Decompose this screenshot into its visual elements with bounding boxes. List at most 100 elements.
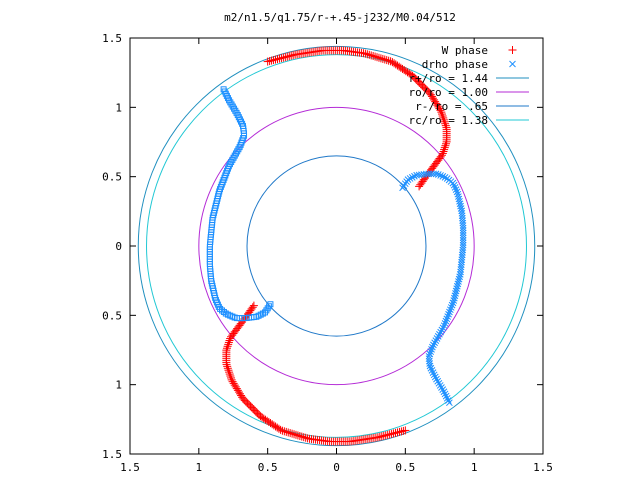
w-phase-point (440, 117, 449, 126)
drho-phase-point (450, 181, 458, 189)
w-phase-point (248, 303, 257, 312)
drho-phase-point (406, 175, 414, 182)
w-phase-point (438, 111, 447, 120)
w-phase-point (393, 61, 402, 70)
w-phase-point (238, 393, 247, 402)
drho-phase-point (427, 364, 435, 372)
w-phase-point (437, 108, 446, 117)
w-phase-point (442, 139, 451, 148)
w-phase-point (382, 56, 391, 65)
w-phase-point (282, 427, 291, 436)
w-phase-point (416, 180, 425, 189)
drho-phase-point (446, 308, 453, 316)
drho-phase-point (459, 222, 467, 229)
w-phase-point (440, 143, 449, 152)
drho-phase-point (459, 239, 467, 247)
w-phase-point (301, 433, 310, 442)
y-tick-label: 0 (115, 240, 122, 253)
drho-phase-point (453, 188, 461, 196)
drho-phase-point (429, 369, 437, 376)
w-phase-point (432, 99, 441, 108)
y-tick-label: 1.5 (102, 448, 122, 461)
w-phase-point (264, 417, 273, 426)
w-phase-point (299, 433, 308, 442)
w-phase-point (263, 416, 272, 425)
legend-label: r-/ro = .65 (415, 100, 488, 113)
drho-phase-point (220, 308, 227, 315)
w-phase-point (284, 428, 293, 437)
x-tick-label: 0.5 (395, 461, 415, 474)
w-phase-point (223, 342, 232, 351)
circle-r1_44 (137, 45, 536, 447)
w-phase-point (223, 364, 232, 373)
drho-phase-point (427, 348, 435, 356)
w-phase-point (363, 50, 372, 59)
w-phase-point (278, 426, 287, 435)
x-tick-label: 1.5 (120, 461, 140, 474)
w-phase-point (225, 336, 234, 345)
w-phase-point (224, 340, 233, 349)
legend-label: ro/ro = 1.00 (409, 86, 488, 99)
drho-phase-point (443, 315, 451, 323)
drho-phase-point (441, 174, 449, 181)
drho-phase-point (459, 234, 467, 242)
w-phase-point (380, 55, 389, 64)
drho-phase-point (430, 371, 438, 379)
drho-phase-point (429, 343, 436, 351)
w-phase-point (435, 104, 444, 113)
w-phase-point (439, 147, 448, 156)
w-phase-point (442, 137, 451, 146)
reference-circles (137, 45, 536, 447)
w-phase-point (226, 372, 235, 381)
drho-phase-point (449, 179, 457, 187)
w-phase-point (224, 338, 233, 347)
w-phase-point (434, 102, 443, 111)
drho-phase-point (220, 86, 227, 93)
w-phase-point (398, 64, 407, 73)
drho-phase-point (408, 173, 416, 181)
drho-phase-point (437, 172, 444, 179)
w-phase-point (378, 54, 387, 63)
circle-r0_65 (246, 155, 427, 337)
w-phase-point (271, 422, 280, 431)
w-phase-point (291, 430, 300, 439)
w-phase-point (222, 346, 231, 355)
w-phase-point (374, 53, 383, 62)
w-phase-point (223, 362, 232, 371)
legend-label: W phase (442, 44, 488, 57)
w-phase-point (225, 370, 234, 379)
w-phase-point (280, 427, 289, 436)
circle-r1_38 (146, 54, 527, 438)
drho-phase-point (430, 341, 437, 349)
w-phase-point (384, 56, 393, 65)
drho-phase-point (422, 170, 430, 178)
x-tick-label: 1 (471, 461, 478, 474)
w-phase-point (436, 106, 445, 115)
w-phase-point (433, 101, 442, 110)
w-phase-point (286, 429, 295, 438)
drho-phase-point (441, 320, 449, 327)
drho-phase-point (452, 186, 460, 193)
w-phase-point (371, 52, 380, 61)
x-tick-label: 0 (333, 461, 340, 474)
w-phase-point (231, 382, 240, 391)
drho-phase-point (459, 229, 467, 237)
drho-phase-point (451, 184, 459, 191)
y-tick-label: 1 (115, 101, 122, 114)
w-phase-point (386, 57, 395, 66)
w-phase-point (295, 431, 304, 440)
w-phase-point (233, 386, 242, 395)
drho-phase-point (444, 397, 452, 404)
w-phase-point (426, 90, 435, 99)
chart-title: m2/n1.5/q1.75/r-+.45-j232/M0.04/512 (224, 11, 456, 24)
legend-swatch (508, 46, 517, 54)
w-phase-point (222, 344, 231, 353)
x-tick-label: 0.5 (258, 461, 278, 474)
legend-label: r+/ro = 1.44 (409, 72, 489, 85)
w-phase-point (225, 368, 234, 377)
drho-phase-point (442, 317, 450, 325)
w-phase-point (234, 388, 243, 397)
w-phase-point (365, 50, 374, 59)
drho-phase-point (219, 307, 226, 314)
w-phase-point (376, 54, 385, 63)
